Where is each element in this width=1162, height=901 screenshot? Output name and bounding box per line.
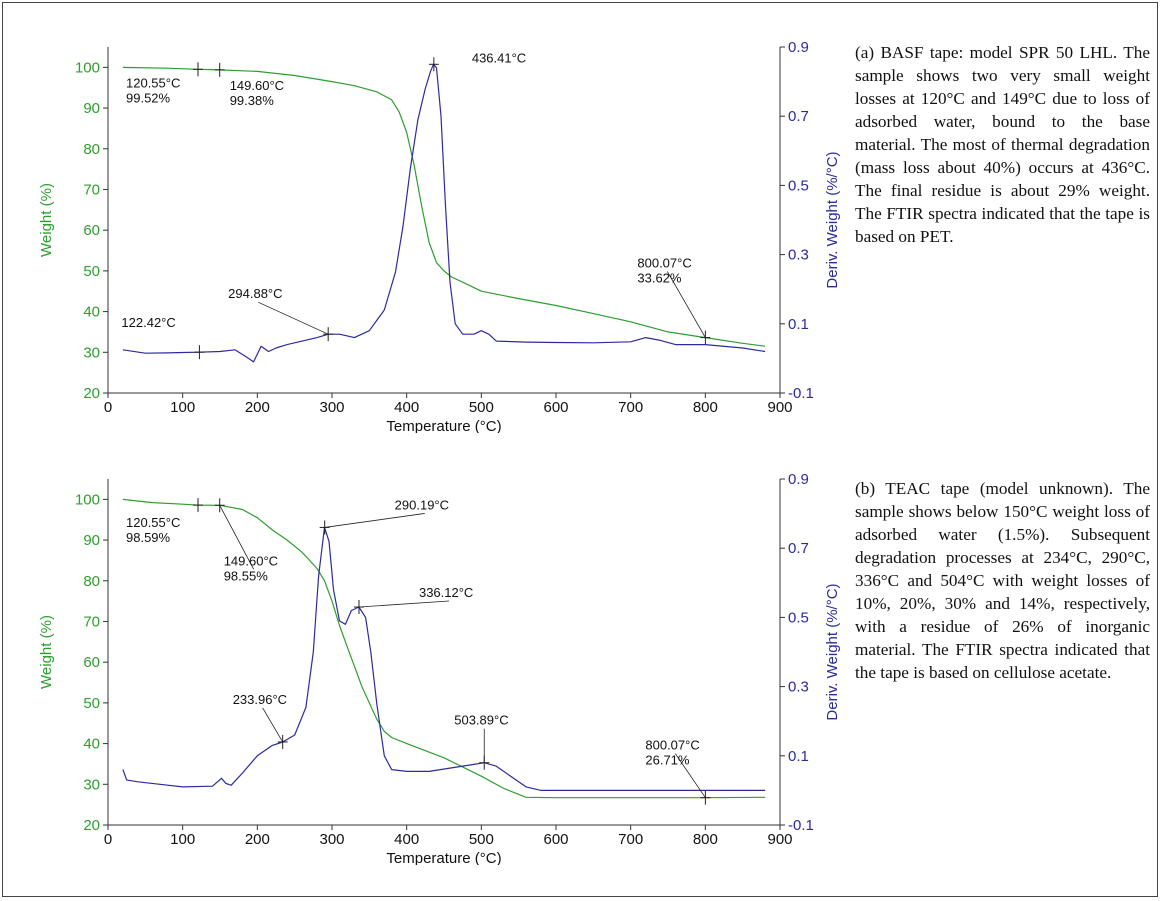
cb-annotation-label: 98.55% [224, 568, 269, 583]
cb-x-tick-label: 0 [104, 831, 112, 848]
ca-y-tick-label: 40 [83, 304, 100, 321]
ca-annotation: 800.07°C33.62% [637, 256, 710, 345]
caption-b: (b) TEAC tape (model unknown). The sampl… [855, 477, 1150, 684]
cb-annotation: 233.96°C [233, 692, 288, 749]
ca-y2-tick-label: 0.3 [788, 247, 809, 264]
ca-annotation-label: 120.55°C [126, 75, 180, 90]
ca-y-tick-label: 60 [83, 222, 100, 239]
ca-annotation-label: 294.88°C [228, 286, 282, 301]
ca-deriv-weight-curve [123, 64, 765, 362]
cb-annotation-label: 149.60°C [224, 553, 278, 568]
cb-x-tick-label: 100 [170, 831, 195, 848]
cb-annotation-label: 26.71% [645, 753, 690, 768]
ca-annotation-label: 800.07°C [637, 256, 691, 271]
ca-y-tick-label: 50 [83, 263, 100, 280]
cb-y-tick-label: 100 [75, 491, 100, 508]
cb-y-tick-label: 80 [83, 573, 100, 590]
cb-y2-tick-label: 0.7 [788, 540, 809, 557]
cb-y-tick-label: 20 [83, 817, 100, 834]
cb-y2-tick-label: 0.5 [788, 609, 809, 626]
ca-x-tick-label: 400 [394, 399, 419, 416]
ca-x-tick-label: 100 [170, 399, 195, 416]
cb-annotation-label: 233.96°C [233, 692, 287, 707]
cb-annotation: 800.07°C26.71% [645, 738, 710, 805]
ca-y-tick-label: 70 [83, 181, 100, 198]
ca-y-axis-label: Weight (%) [38, 183, 55, 257]
tga-chart-b: 0 100 200 300 400 500 600 700 800 900 20 30 40 50 60 70… [13, 465, 843, 865]
cb-y-tick-label: 60 [83, 654, 100, 671]
cb-y2-axis-label: Deriv. Weight (%/°C) [824, 583, 841, 720]
ca-annotation-label: 436.41°C [472, 50, 526, 65]
ca-y2-tick-label: 0.1 [788, 316, 809, 333]
ca-x-tick-label: 0 [104, 399, 112, 416]
cb-x-tick-label: 500 [469, 831, 494, 848]
cb-annotation-leader [263, 708, 283, 742]
cb-y-tick-label: 90 [83, 532, 100, 549]
ca-y-tick-label: 100 [75, 59, 100, 76]
ca-weight-curve [123, 67, 765, 346]
cb-annotation-label: 336.12°C [419, 585, 473, 600]
cb-y-axis-label: Weight (%) [38, 615, 55, 689]
ca-y-tick-label: 80 [83, 141, 100, 158]
cb-x-tick-label: 400 [394, 831, 419, 848]
cb-annotation: 290.19°C [320, 497, 449, 534]
cb-x-axis-label: Temperature (°C) [386, 850, 501, 865]
ca-x-axis-label: Temperature (°C) [386, 418, 501, 433]
cb-annotation-label: 503.89°C [454, 713, 508, 728]
cb-annotation-label: 98.59% [126, 530, 171, 545]
cb-annotation: 149.60°C98.55% [215, 498, 278, 583]
cb-y2-tick-label: 0.3 [788, 679, 809, 696]
cb-x-tick-label: 700 [618, 831, 643, 848]
cb-x-tick-label: 800 [693, 831, 718, 848]
cb-y-tick-label: 30 [83, 776, 100, 793]
ca-annotation: 294.88°C [228, 286, 333, 341]
ca-annotation-label: 149.60°C [230, 78, 284, 93]
ca-annotation-label: 33.62% [637, 271, 682, 286]
ca-annotation-leader [258, 302, 328, 334]
ca-x-tick-label: 200 [245, 399, 270, 416]
ca-annotation-label: 99.52% [126, 90, 171, 105]
ca-y2-tick-label: 0.9 [788, 39, 809, 56]
ca-y2-axis-label: Deriv. Weight (%/°C) [824, 151, 841, 288]
ca-annotation-label: 122.42°C [121, 315, 175, 330]
ca-x-tick-label: 500 [469, 399, 494, 416]
ca-y2-tick-label: 0.5 [788, 177, 809, 194]
cb-y2-tick-label: -0.1 [788, 817, 814, 834]
cb-annotation: 336.12°C [354, 585, 473, 614]
cb-x-tick-label: 600 [543, 831, 568, 848]
cb-y-tick-label: 70 [83, 613, 100, 630]
cb-y2-tick-label: 0.9 [788, 471, 809, 488]
ca-x-tick-label: 600 [543, 399, 568, 416]
ca-annotation: 436.41°C [429, 50, 526, 71]
ca-y-tick-label: 30 [83, 344, 100, 361]
cb-annotation-label: 800.07°C [645, 738, 699, 753]
cb-annotation-label: 120.55°C [126, 515, 180, 530]
ca-y-tick-label: 90 [83, 100, 100, 117]
tga-chart-a: 0 100 200 300 400 500 600 700 800 900 20 30 40 50 60 70… [13, 33, 843, 433]
ca-y2-tick-label: -0.1 [788, 385, 814, 402]
cb-annotation-leader [359, 601, 449, 607]
cb-y2-tick-label: 0.1 [788, 748, 809, 765]
ca-y-tick-label: 20 [83, 385, 100, 402]
ca-y2-tick-label: 0.7 [788, 108, 809, 125]
cb-annotation-leader [325, 513, 425, 527]
cb-x-tick-label: 300 [319, 831, 344, 848]
caption-a: (a) BASF tape: model SPR 50 LHL. The sam… [855, 41, 1150, 248]
ca-x-tick-label: 700 [618, 399, 643, 416]
ca-x-tick-label: 800 [693, 399, 718, 416]
cb-annotation: 503.89°C [454, 713, 508, 770]
cb-annotation-label: 290.19°C [395, 497, 449, 512]
cb-y-tick-label: 50 [83, 695, 100, 712]
cb-x-tick-label: 200 [245, 831, 270, 848]
ca-annotation-label: 99.38% [230, 93, 275, 108]
cb-y-tick-label: 40 [83, 736, 100, 753]
ca-x-tick-label: 300 [319, 399, 344, 416]
